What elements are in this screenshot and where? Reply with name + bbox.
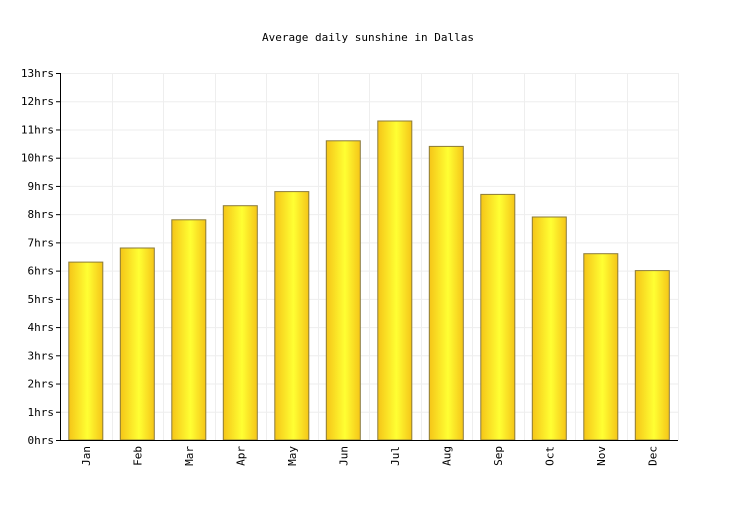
y-tick-label: 9hrs — [28, 180, 55, 193]
y-tick-label: 2hrs — [28, 378, 55, 391]
x-tick-label: Feb — [131, 446, 144, 466]
grid-lines — [60, 73, 679, 441]
y-tick-label: 10hrs — [21, 152, 54, 165]
bar-apr — [222, 205, 258, 441]
y-tick-label: 1hrs — [28, 406, 55, 419]
x-tick-labels: Jan Feb Mar Apr May Jun Jul Aug Sep Oct Nov Dec — [80, 446, 660, 466]
bar-nov — [583, 253, 619, 441]
x-tick-label: Apr — [234, 446, 247, 466]
bar-dec — [634, 270, 670, 441]
bar-mar — [171, 219, 207, 441]
x-tick-label: Oct — [543, 446, 556, 466]
y-tick-label: 0hrs — [28, 434, 55, 447]
y-tick-label: 13hrs — [21, 67, 54, 80]
y-tick-label: 6hrs — [28, 265, 55, 278]
y-tick-label: 3hrs — [28, 349, 55, 362]
x-tick-label: Jun — [337, 446, 350, 466]
y-tick-label: 4hrs — [28, 321, 55, 334]
bar-oct — [531, 216, 567, 441]
x-tick-label: Mar — [183, 446, 196, 466]
x-tick-label: Sep — [492, 446, 505, 466]
chart-title: Average daily sunshine in Dallas — [262, 31, 474, 44]
y-tick-labels: 0hrs 1hrs 2hrs 3hrs 4hrs 5hrs 6hrs 7hrs 8hrs 9hrs… — [21, 67, 54, 447]
x-tick-label: May — [286, 446, 299, 466]
bars — [68, 120, 670, 441]
x-tick-label: Aug — [440, 446, 453, 466]
x-tick-label: Jan — [80, 446, 93, 466]
x-tick-label: Jul — [389, 446, 402, 466]
y-tick-label: 8hrs — [28, 208, 55, 221]
y-tick-label: 5hrs — [28, 293, 55, 306]
bar-jun — [325, 140, 361, 441]
y-tick-label: 12hrs — [21, 95, 54, 108]
x-tick-label: Dec — [646, 446, 659, 466]
y-tick-label: 7hrs — [28, 236, 55, 249]
bar-jan — [68, 261, 104, 441]
bar-feb — [119, 247, 155, 441]
bar-may — [274, 191, 310, 441]
bar-aug — [428, 145, 464, 441]
x-tick-label: Nov — [595, 446, 608, 466]
axes — [56, 73, 678, 441]
bar-jul — [377, 120, 413, 441]
y-tick-label: 11hrs — [21, 123, 54, 136]
bar-sep — [480, 193, 516, 441]
